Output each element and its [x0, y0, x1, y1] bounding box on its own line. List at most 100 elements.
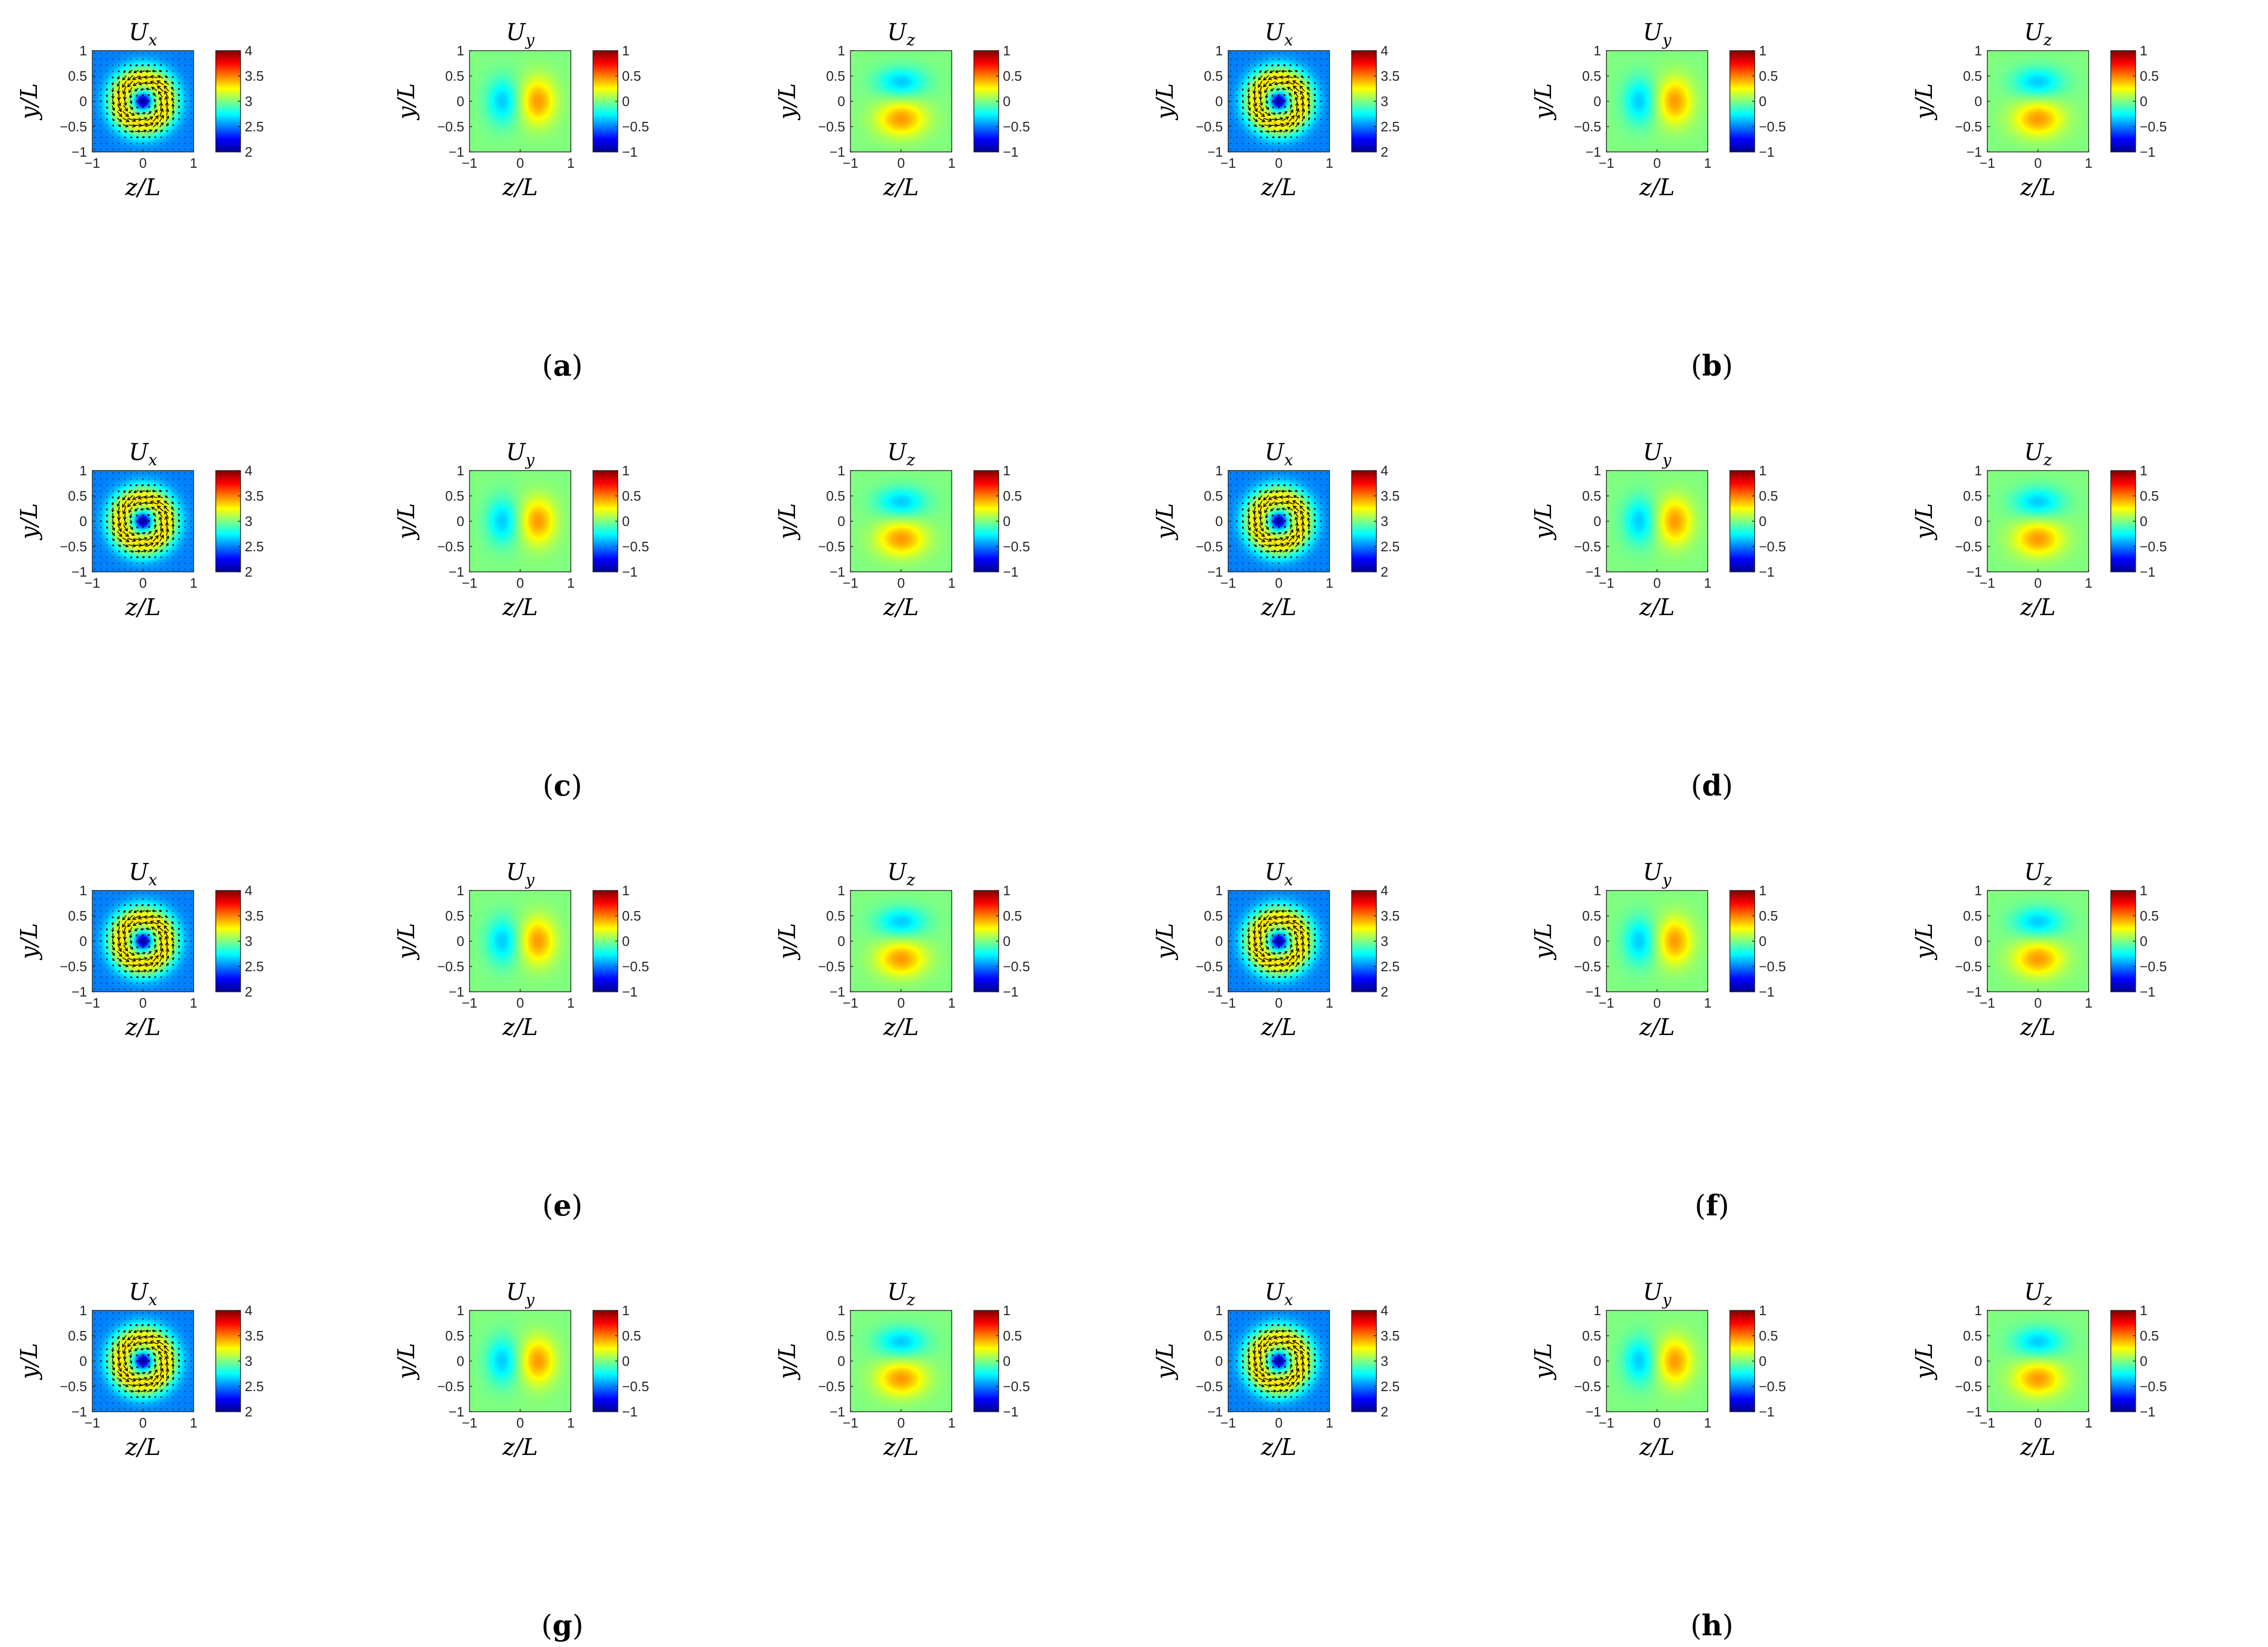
- quiver-arrow: [1264, 506, 1269, 513]
- quiver-arrow: [1271, 112, 1276, 114]
- quiver-dot: [1242, 131, 1243, 132]
- quiver-arrow: [1253, 938, 1257, 946]
- quiver-arrowhead: [171, 1336, 174, 1338]
- colorbar-tick-label: 0: [1003, 513, 1010, 529]
- quiver-dot: [100, 509, 102, 510]
- y-axis-label: y/L: [1911, 503, 1938, 541]
- quiver-dot: [1296, 892, 1298, 894]
- y-tick-label: −0.5: [437, 119, 464, 135]
- quiver-arrowhead: [117, 522, 122, 527]
- quiver-arrowhead: [140, 927, 143, 931]
- quiver-dot: [1248, 64, 1249, 66]
- y-axis-label: y/L: [16, 83, 43, 121]
- quiver-arrowhead: [1302, 1383, 1305, 1386]
- colorbar: [592, 1310, 618, 1412]
- quiver-dot: [1302, 1409, 1304, 1410]
- quiver-arrowhead: [1276, 927, 1279, 931]
- quiver-arrow: [1283, 531, 1287, 535]
- quiver-dot: [124, 1318, 126, 1320]
- colorbar-tick-label: 1: [1759, 43, 1766, 59]
- quiver-arrowhead: [1299, 505, 1304, 510]
- quiver-dot: [112, 131, 113, 132]
- quiver-dot: [1230, 64, 1231, 66]
- quiver-dot: [1314, 52, 1316, 54]
- quiver-arrowhead: [164, 90, 168, 95]
- quiver-arrowhead: [1241, 1361, 1244, 1364]
- quiver-dot: [100, 911, 102, 912]
- quiver-arrowhead: [178, 99, 180, 102]
- quiver-dot: [1242, 125, 1243, 126]
- quiver-dot: [178, 989, 180, 990]
- quiver-dot: [148, 569, 150, 570]
- quiver-dot: [1314, 1330, 1316, 1332]
- quiver-arrowhead: [184, 1359, 186, 1362]
- quiver-arrow: [1295, 948, 1299, 956]
- quiver-arrowhead: [106, 946, 108, 949]
- quiver-arrowhead: [1253, 1330, 1256, 1333]
- y-tick-label: −0.5: [1955, 119, 1982, 135]
- quiver-dot: [1326, 514, 1328, 516]
- quiver-arrow: [1288, 115, 1295, 122]
- quiver-arrowhead: [100, 520, 102, 523]
- quiver-arrow: [122, 544, 129, 547]
- quiver-arrowhead: [1260, 136, 1262, 139]
- quiver-dot: [190, 911, 192, 912]
- quiver-arrowhead: [165, 1362, 169, 1366]
- quiver-arrowhead: [149, 129, 153, 132]
- quiver-arrow: [1264, 957, 1272, 962]
- quiver-arrow: [164, 91, 169, 98]
- quiver-dot: [1326, 959, 1328, 960]
- quiver-dot: [1260, 1318, 1261, 1320]
- quiver-arrow: [1286, 921, 1294, 925]
- quiver-arrowhead: [1294, 936, 1298, 941]
- quiver-arrow: [154, 104, 156, 109]
- colorbar-tick-label: 1: [1003, 883, 1010, 898]
- y-tick-label: 0: [838, 513, 845, 529]
- subplot-title: Uy: [1643, 1279, 1672, 1309]
- quiver-arrow: [122, 1335, 127, 1340]
- quiver-arrowhead: [178, 502, 180, 504]
- quiver-dot: [184, 971, 186, 972]
- quiver-dot: [1254, 904, 1256, 906]
- quiver-arrowhead: [1259, 1324, 1262, 1326]
- quiver-dot: [1230, 898, 1231, 900]
- colorbar-tick-label: 0.5: [622, 1328, 641, 1344]
- quiver-dot: [1236, 484, 1238, 486]
- quiver-arrowhead: [1314, 1365, 1316, 1367]
- quiver-arrowhead: [165, 948, 169, 952]
- quiver-arrowhead: [1241, 1372, 1244, 1375]
- colorbar-tick-label: −1: [1003, 564, 1019, 580]
- quiver-arrowhead: [1271, 904, 1274, 906]
- quiver-arrowhead: [1274, 922, 1278, 926]
- quiver-arrow: [151, 1346, 158, 1351]
- quiver-dot: [1314, 1384, 1316, 1386]
- quiver-arrow: [1264, 87, 1269, 93]
- colorbar-tick-label: 4: [1381, 883, 1388, 898]
- quiver-arrowhead: [1241, 935, 1244, 937]
- colorbar-tick-label: 2.5: [245, 1378, 264, 1394]
- quiver-dot: [1320, 509, 1322, 510]
- quiver-dot: [1230, 989, 1231, 990]
- quiver-dot: [136, 989, 138, 990]
- quiver-dot: [100, 1312, 102, 1314]
- quiver-arrowhead: [127, 923, 131, 927]
- quiver-arrow: [134, 119, 142, 120]
- quiver-dot: [1320, 544, 1322, 546]
- quiver-arrowhead: [1296, 122, 1300, 126]
- y-tick-label: −1: [1585, 1404, 1601, 1420]
- quiver-dot: [184, 916, 186, 918]
- quiver-arrowhead: [1290, 122, 1295, 126]
- quiver-arrow: [1271, 1372, 1276, 1374]
- subplot-title: Uz: [2024, 859, 2052, 889]
- quiver-dot: [1308, 1318, 1309, 1320]
- quiver-arrowhead: [1260, 528, 1264, 532]
- colorbar-tick-label: 3.5: [245, 908, 264, 924]
- quiver-dot: [1290, 52, 1291, 54]
- quiver-dot: [94, 922, 95, 924]
- quiver-arrowhead: [147, 904, 149, 906]
- quiver-arrowhead: [111, 935, 115, 940]
- quiver-arrowhead: [1299, 925, 1304, 930]
- quiver-arrowhead: [1241, 928, 1244, 931]
- quiver-dot: [184, 472, 186, 474]
